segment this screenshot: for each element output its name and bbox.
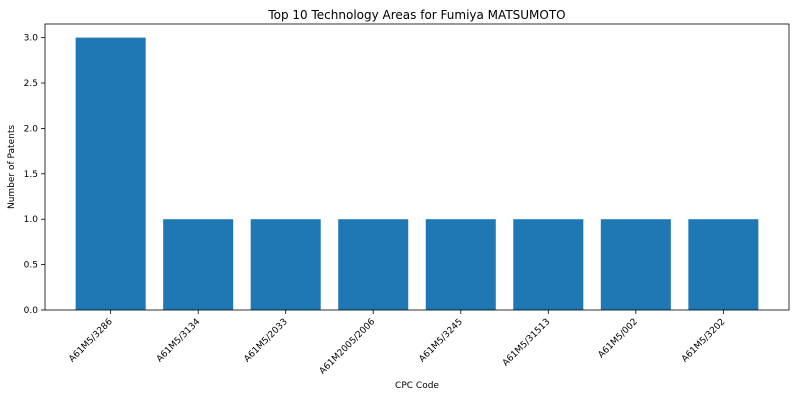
- y-tick-label: 2.0: [24, 124, 39, 134]
- y-tick-label: 1.5: [24, 170, 38, 180]
- x-tick-label: A61M5/3286: [67, 317, 115, 365]
- bar-A61M5/3286: [76, 38, 146, 310]
- x-ticks-group: A61M5/3286 A61M5/3134 A61M5/2033 A61M2005/2…: [67, 310, 727, 377]
- plot-frame: [45, 24, 789, 310]
- x-tick-label: A61M5/3202: [680, 317, 727, 364]
- y-tick-label: 0.5: [24, 261, 38, 271]
- x-tick-label: A61M5/3134: [155, 317, 203, 365]
- bar-A61M5/31513: [513, 219, 583, 310]
- y-axis-label: Number of Patents: [7, 125, 17, 209]
- y-tick-label: 3.0: [24, 34, 39, 44]
- bar-A61M5/002: [601, 219, 671, 310]
- bar-A61M2005/2006: [338, 219, 408, 310]
- x-tick-label: A61M2005/2006: [318, 317, 378, 377]
- x-axis-label: CPC Code: [395, 381, 439, 391]
- x-tick-label: A61M5/31513: [501, 317, 552, 368]
- x-tick-label: A61M5/3245: [417, 317, 464, 364]
- x-tick-label: A61M5/002: [597, 317, 640, 360]
- y-ticks-group: 0.0 0.5 1.0 1.5 2.0 2.5 3.0: [24, 34, 45, 316]
- bars-group: [76, 38, 759, 310]
- y-tick-label: 0.0: [24, 306, 39, 316]
- chart-title: Top 10 Technology Areas for Fumiya MATSU…: [267, 8, 565, 22]
- bar-A61M5/3134: [163, 219, 233, 310]
- y-tick-label: 1.0: [24, 215, 39, 225]
- bar-A61M5/2033: [251, 219, 321, 310]
- bar-A61M5/3202: [688, 219, 758, 310]
- bar-A61M5/3245: [426, 219, 496, 310]
- y-tick-label: 2.5: [24, 79, 38, 89]
- x-tick-label: A61M5/2033: [242, 317, 289, 364]
